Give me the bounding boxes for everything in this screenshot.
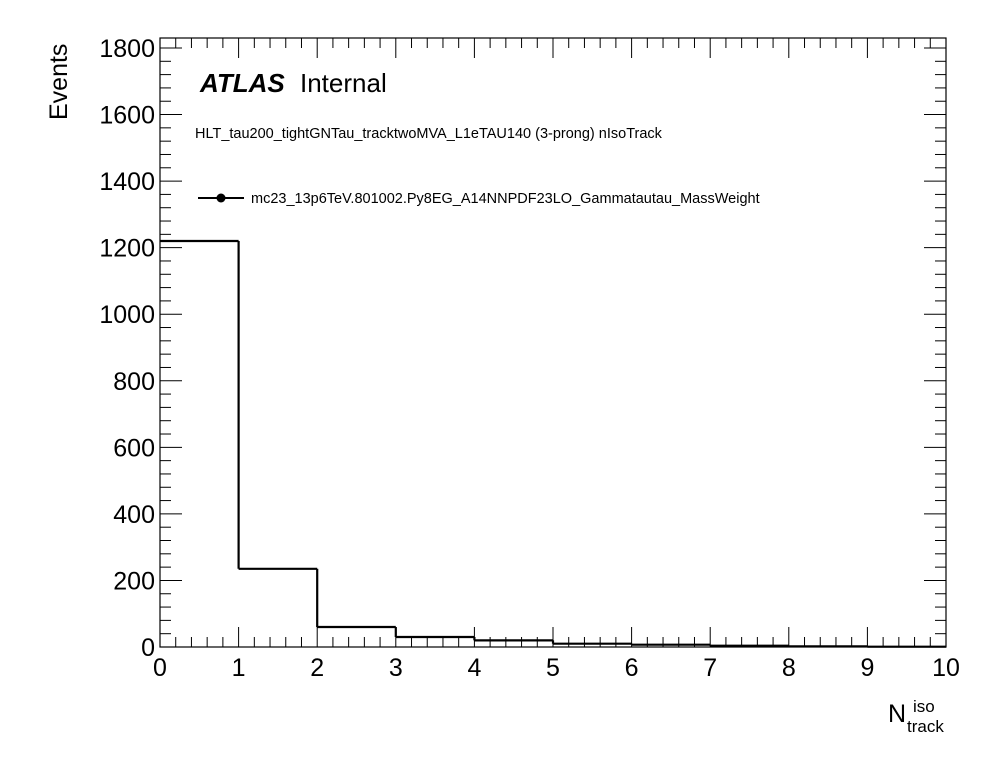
y-axis-title: Events (45, 44, 73, 120)
x-tick-label: 2 (310, 654, 324, 682)
histogram-series (160, 239, 946, 648)
y-tick-label: 800 (113, 368, 155, 396)
y-tick-labels: 0 200 400 600 800 1000 1200 1400 1600 1800 (99, 35, 155, 662)
internal-label: Internal (300, 68, 387, 98)
x-tick-label: 6 (625, 654, 639, 682)
x-tick-label: 4 (467, 654, 481, 682)
legend: mc23_13p6TeV.801002.Py8EG_A14NNPDF23LO_G… (198, 191, 760, 207)
plot-frame (159, 37, 947, 648)
y-tick-label: 200 (113, 567, 155, 595)
x-tick-label: 1 (232, 654, 246, 682)
x-tick-label: 8 (782, 654, 796, 682)
x-tick-label: 3 (389, 654, 403, 682)
x-axis-title-main: N (888, 700, 906, 728)
y-tick-label: 1400 (99, 168, 155, 196)
legend-marker (216, 193, 226, 203)
x-tick-labels: 0 1 2 3 4 5 6 7 8 9 10 (153, 654, 960, 682)
axis-ticks (159, 38, 947, 648)
y-tick-label: 0 (141, 634, 155, 662)
y-tick-label: 400 (113, 501, 155, 529)
y-tick-label: 600 (113, 434, 155, 462)
x-tick-label: 9 (860, 654, 874, 682)
x-tick-label: 7 (703, 654, 717, 682)
atlas-label: ATLAS (199, 68, 285, 98)
x-axis-title-superscript: iso (913, 697, 935, 716)
x-axis-title-subscript: track (907, 717, 944, 736)
y-tick-label: 1200 (99, 235, 155, 263)
y-tick-label: 1600 (99, 102, 155, 130)
x-axis-title: N iso track (888, 690, 944, 736)
x-tick-label: 0 (153, 654, 167, 682)
y-tick-label: 1800 (99, 35, 155, 63)
y-tick-label: 1000 (99, 301, 155, 329)
x-tick-label: 10 (932, 654, 960, 682)
x-tick-label: 5 (546, 654, 560, 682)
chart-subtitle: HLT_tau200_tightGNTau_tracktwoMVA_L1eTAU… (195, 126, 663, 142)
legend-entry-label: mc23_13p6TeV.801002.Py8EG_A14NNPDF23LO_G… (251, 191, 760, 207)
